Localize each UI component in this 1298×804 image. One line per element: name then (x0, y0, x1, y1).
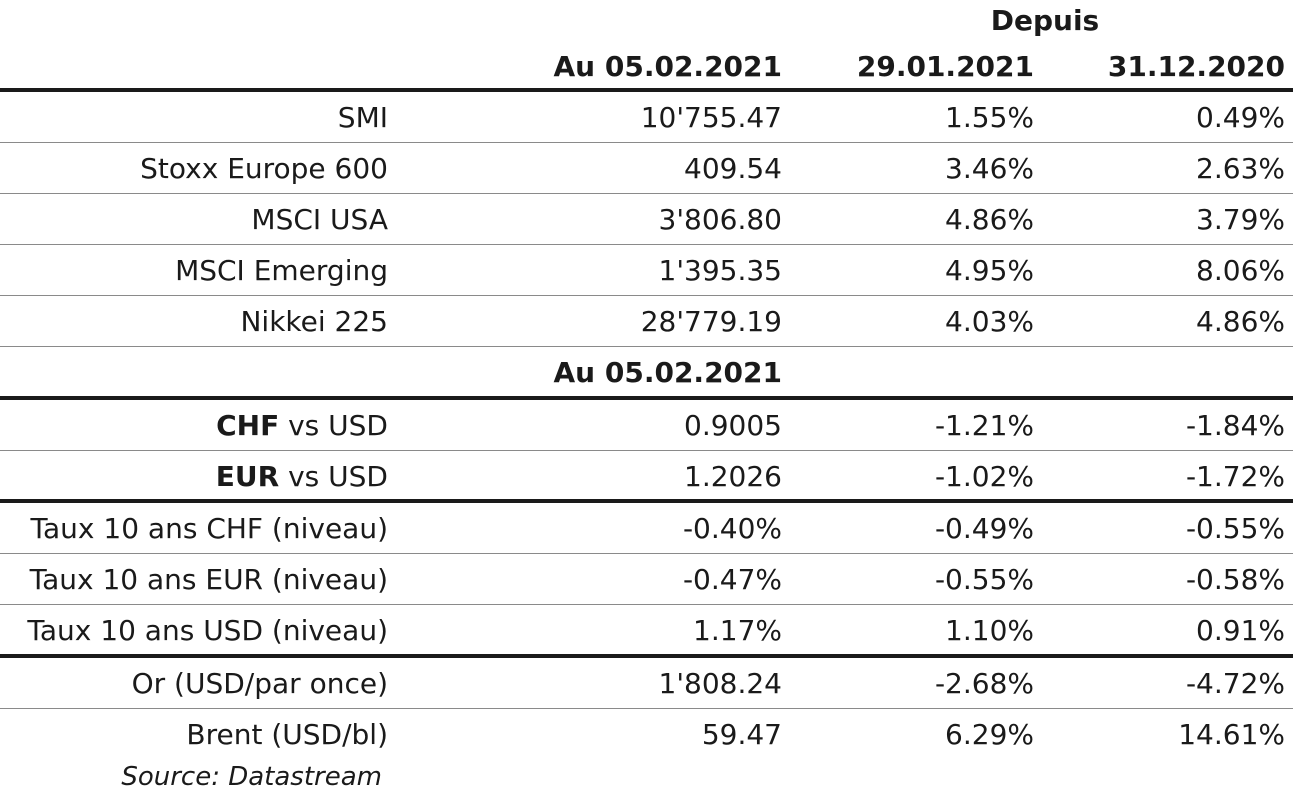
value-cell: 0.9005 (684, 409, 782, 442)
value-cell: 28'779.19 (640, 305, 782, 338)
value-cell: -0.40% (682, 512, 782, 545)
row-label: CHF vs USD (0, 400, 388, 451)
row-label: MSCI USA (251, 203, 388, 236)
row-divider (0, 708, 1293, 709)
row-divider (0, 193, 1293, 194)
table-row-gold: Or (USD/par once) 1'808.24 -2.68% -4.72% (0, 658, 1298, 709)
ytd-change-cell: -1.72% (1185, 460, 1285, 493)
row-label: EUR vs USD (0, 451, 388, 502)
value-cell: 3'806.80 (658, 203, 782, 236)
ytd-change-cell: 4.86% (1196, 305, 1285, 338)
week-change-cell: 4.95% (945, 254, 1034, 287)
section-rule (0, 654, 1293, 658)
row-divider (0, 346, 1293, 347)
section-rule (0, 396, 1293, 400)
value-cell: 1'808.24 (658, 667, 782, 700)
value-cell: -0.47% (682, 563, 782, 596)
table-row-stoxx-europe-600: Stoxx Europe 600 409.54 3.46% 2.63% (0, 143, 1298, 194)
week-change-cell: 4.03% (945, 305, 1034, 338)
week-change-cell: -2.68% (934, 667, 1034, 700)
row-label: Nikkei 225 (240, 305, 388, 338)
subheader-row: Au 05.02.2021 (0, 347, 1298, 398)
table-row-chf-usd: CHF vs USD 0.9005 -1.21% -1.84% (0, 400, 1298, 451)
table-row-smi: SMI 10'755.47 1.55% 0.49% (0, 92, 1298, 143)
row-label: SMI (337, 101, 388, 134)
value-cell: 409.54 (684, 152, 782, 185)
section-rule (0, 499, 1293, 503)
row-label: Taux 10 ans CHF (niveau) (30, 512, 388, 545)
ytd-change-cell: -0.58% (1185, 563, 1285, 596)
header-rule (0, 88, 1293, 92)
table-row-msci-emerging: MSCI Emerging 1'395.35 4.95% 8.06% (0, 245, 1298, 296)
ytd-change-cell: 8.06% (1196, 254, 1285, 287)
table-row-rate-usd: Taux 10 ans USD (niveau) 1.17% 1.10% 0.9… (0, 605, 1298, 656)
currency-code: EUR (215, 460, 280, 493)
row-divider (0, 142, 1293, 143)
source-note: Source: Datastream (121, 762, 382, 792)
row-label: Brent (USD/bl) (186, 718, 388, 751)
week-change-cell: -1.21% (934, 409, 1034, 442)
table-row-brent: Brent (USD/bl) 59.47 6.29% 14.61% (0, 709, 1298, 760)
value-cell: 1.2026 (684, 460, 782, 493)
row-label: Or (USD/par once) (131, 667, 388, 700)
ytd-change-cell: -1.84% (1185, 409, 1285, 442)
currency-code: CHF (216, 409, 280, 442)
week-change-cell: 6.29% (945, 718, 1034, 751)
column-header-row: Au 05.02.2021 29.01.2021 31.12.2020 (0, 50, 1298, 88)
row-divider (0, 450, 1293, 451)
ytd-change-cell: -4.72% (1185, 667, 1285, 700)
row-divider (0, 604, 1293, 605)
value-cell: 10'755.47 (640, 101, 782, 134)
table-row-rate-chf: Taux 10 ans CHF (niveau) -0.40% -0.49% -… (0, 503, 1298, 554)
ytd-change-cell: 3.79% (1196, 203, 1285, 236)
ytd-change-cell: 0.91% (1196, 614, 1285, 647)
row-label: Stoxx Europe 600 (140, 152, 388, 185)
row-divider (0, 295, 1293, 296)
value-cell: 59.47 (701, 718, 782, 751)
ytd-change-cell: 2.63% (1196, 152, 1285, 185)
column-header-week: 29.01.2021 (856, 50, 1034, 83)
row-divider (0, 244, 1293, 245)
table-row-nikkei-225: Nikkei 225 28'779.19 4.03% 4.86% (0, 296, 1298, 347)
ytd-change-cell: 0.49% (1196, 101, 1285, 134)
row-label: Taux 10 ans EUR (niveau) (29, 563, 388, 596)
currency-pair-suffix: vs USD (279, 460, 388, 493)
value-cell: 1.17% (693, 614, 782, 647)
week-change-cell: 4.86% (945, 203, 1034, 236)
week-change-cell: -1.02% (934, 460, 1034, 493)
currency-pair-suffix: vs USD (279, 409, 388, 442)
row-label: Taux 10 ans USD (niveau) (27, 614, 388, 647)
table-row-rate-eur: Taux 10 ans EUR (niveau) -0.47% -0.55% -… (0, 554, 1298, 605)
header-depuis: Depuis (990, 4, 1100, 37)
week-change-cell: 1.10% (945, 614, 1034, 647)
value-cell: 1'395.35 (658, 254, 782, 287)
column-header-ytd: 31.12.2020 (1107, 50, 1285, 83)
week-change-cell: -0.55% (934, 563, 1034, 596)
table-row-msci-usa: MSCI USA 3'806.80 4.86% 3.79% (0, 194, 1298, 245)
ytd-change-cell: 14.61% (1178, 718, 1285, 751)
ytd-change-cell: -0.55% (1185, 512, 1285, 545)
subheader-asof: Au 05.02.2021 (553, 356, 782, 389)
week-change-cell: 3.46% (945, 152, 1034, 185)
week-change-cell: -0.49% (934, 512, 1034, 545)
row-label: MSCI Emerging (175, 254, 388, 287)
table-row-eur-usd: EUR vs USD 1.2026 -1.02% -1.72% (0, 451, 1298, 502)
week-change-cell: 1.55% (945, 101, 1034, 134)
column-header-asof: Au 05.02.2021 (553, 50, 782, 83)
row-divider (0, 553, 1293, 554)
